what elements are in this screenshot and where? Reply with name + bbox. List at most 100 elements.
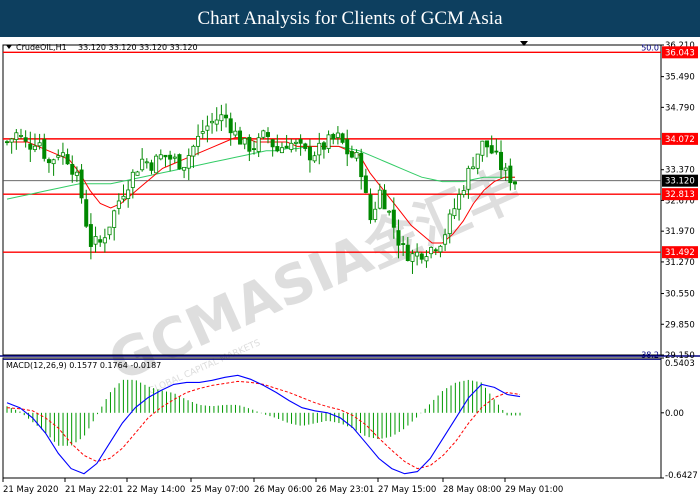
candle bbox=[354, 149, 359, 162]
candle-body-down bbox=[419, 253, 424, 260]
candle bbox=[494, 138, 499, 155]
candle bbox=[168, 150, 173, 172]
candle bbox=[172, 153, 177, 163]
menu-triangle-icon bbox=[6, 45, 12, 49]
chart-background bbox=[0, 37, 700, 500]
candle bbox=[60, 142, 65, 165]
candle-body-up bbox=[443, 234, 448, 245]
candle-body-down bbox=[508, 165, 513, 184]
candle-body-up bbox=[452, 208, 457, 217]
candle-body-up bbox=[326, 134, 331, 149]
candle-body-down bbox=[331, 134, 336, 140]
candle bbox=[261, 129, 266, 140]
candle-body-down bbox=[88, 224, 93, 247]
candle bbox=[373, 201, 378, 223]
candle-body-up bbox=[93, 236, 98, 245]
candle-body-down bbox=[489, 145, 494, 154]
candle-body-down bbox=[391, 209, 396, 228]
level-tag bbox=[662, 188, 698, 201]
candle bbox=[107, 226, 112, 240]
candle-body-up bbox=[461, 190, 466, 195]
candle-body-down bbox=[303, 143, 308, 149]
candle-body-up bbox=[471, 166, 476, 170]
candle-body-up bbox=[158, 154, 163, 160]
candle-body-down bbox=[177, 154, 182, 170]
candle bbox=[331, 132, 336, 145]
candle-body-up bbox=[242, 138, 247, 145]
candle bbox=[84, 189, 89, 228]
time-tick-label: 22 May 14:00 bbox=[127, 485, 185, 495]
candle-body-down bbox=[363, 175, 368, 193]
chart-labels: CrudeOIL,H1 33.120 33.120 33.120 33.120 MA… bbox=[6, 43, 198, 370]
candle bbox=[191, 144, 196, 168]
candle bbox=[219, 104, 224, 132]
price-tick-label: 36.210 bbox=[665, 41, 695, 51]
ma-slow-line bbox=[6, 145, 515, 200]
price-tick-label: 35.490 bbox=[665, 73, 695, 83]
candle bbox=[349, 145, 354, 159]
ma-fast-line bbox=[7, 137, 515, 244]
price-tick-label: 30.550 bbox=[665, 290, 695, 300]
candle bbox=[46, 157, 51, 173]
candle bbox=[214, 107, 219, 132]
candle bbox=[489, 135, 494, 155]
candle-body-down bbox=[382, 189, 387, 210]
candle bbox=[140, 148, 145, 172]
level-tag-label: 36.043 bbox=[665, 48, 695, 58]
price-axis: 36.210 35.490 34.790 33.370 32.670 31.970 31.2… bbox=[641, 41, 698, 361]
candle-body-up bbox=[214, 119, 219, 125]
candle-body-down bbox=[485, 140, 490, 148]
candle bbox=[307, 139, 312, 173]
candle bbox=[438, 244, 443, 258]
candle bbox=[499, 140, 504, 179]
candle bbox=[65, 148, 70, 166]
candle-body-up bbox=[56, 155, 61, 158]
candle bbox=[37, 133, 42, 150]
candle-body-up bbox=[233, 130, 238, 136]
candle bbox=[503, 162, 508, 181]
candle bbox=[480, 140, 485, 162]
candle bbox=[135, 170, 140, 176]
candle bbox=[447, 209, 452, 244]
candle-body-up bbox=[429, 246, 434, 255]
candle-body-down bbox=[359, 152, 364, 178]
candle bbox=[326, 130, 331, 153]
candle-body-up bbox=[154, 155, 159, 174]
candle-body-down bbox=[247, 136, 252, 152]
candle bbox=[382, 184, 387, 210]
level-tag bbox=[662, 132, 698, 145]
candle bbox=[415, 243, 420, 266]
time-tick-label: 26 May 23:01 bbox=[316, 485, 374, 495]
candle bbox=[475, 153, 480, 175]
candle bbox=[196, 124, 201, 156]
price-tick-label: 31.270 bbox=[665, 258, 695, 268]
candle-body-down bbox=[5, 141, 10, 144]
candle-body-down bbox=[252, 148, 257, 151]
candle-body-up bbox=[219, 114, 224, 122]
candle-body-up bbox=[172, 156, 177, 159]
candle-body-down bbox=[98, 239, 103, 243]
candle-body-down bbox=[307, 146, 312, 161]
candle bbox=[485, 140, 490, 158]
time-tick-label: 21 May 2020 bbox=[3, 485, 58, 495]
candle bbox=[74, 166, 79, 182]
time-tick-label: 29 May 01:00 bbox=[505, 485, 563, 495]
candle bbox=[182, 166, 187, 179]
candle bbox=[116, 193, 121, 215]
candle-body-down bbox=[298, 138, 303, 144]
candle-body-up bbox=[293, 141, 298, 144]
candle bbox=[130, 169, 135, 199]
candle bbox=[298, 134, 303, 156]
time-tick-label: 25 May 07:00 bbox=[191, 485, 249, 495]
candle bbox=[340, 132, 345, 145]
candle-body-down bbox=[345, 139, 350, 155]
candle-body-up bbox=[415, 251, 420, 257]
candle bbox=[242, 137, 247, 150]
candle bbox=[186, 148, 191, 181]
candle-body-up bbox=[312, 155, 317, 162]
candle bbox=[154, 153, 159, 174]
candle-body-up bbox=[447, 213, 452, 235]
candle-body-up bbox=[205, 125, 210, 131]
fib-label-50.0: 50.0 bbox=[641, 43, 659, 52]
candle bbox=[443, 228, 448, 252]
